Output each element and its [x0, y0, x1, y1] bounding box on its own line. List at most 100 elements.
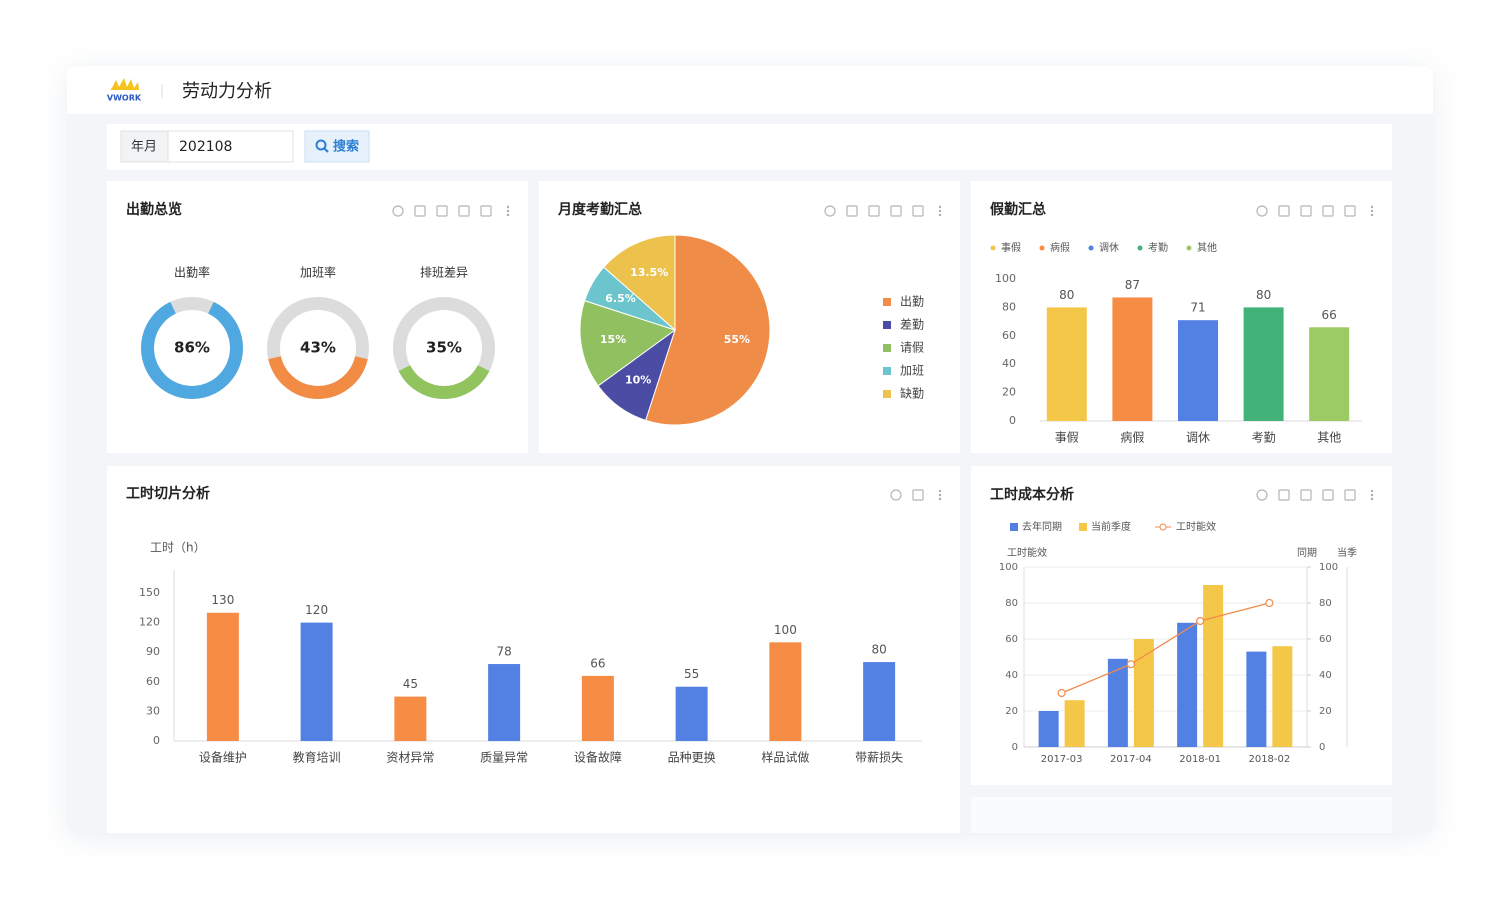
slice-label: 6.5%	[605, 292, 636, 305]
x-tick-label: 2017-04	[1110, 754, 1152, 765]
toolbar-icon	[1370, 213, 1374, 217]
value-label: 80	[871, 643, 886, 657]
logo: VWORK	[107, 78, 142, 103]
legend-label: 其他	[1197, 241, 1217, 254]
gauge-value: 43%	[300, 339, 336, 357]
x-tick-label: 教育培训	[293, 750, 341, 765]
toolbar-icon	[1370, 205, 1374, 209]
legend-swatch	[883, 321, 891, 329]
y-tick-label: 150	[139, 586, 160, 599]
bar	[581, 675, 614, 741]
value-label: 66	[1322, 308, 1337, 322]
bar	[206, 612, 239, 741]
y-axis-label: 工时（h）	[150, 541, 206, 555]
bar	[1246, 651, 1267, 747]
legend-swatch	[883, 390, 891, 398]
y2-axis-label: 同期	[1297, 547, 1317, 559]
bar	[675, 686, 708, 741]
x-tick-label: 样品试做	[761, 750, 809, 765]
y-tick-label: 100	[995, 272, 1016, 285]
slice-label: 15%	[600, 333, 626, 346]
gauge-label: 加班率	[300, 265, 336, 280]
x-tick-label: 2018-01	[1179, 754, 1221, 765]
line	[1061, 602, 1270, 694]
panel	[107, 181, 528, 453]
header-bar	[67, 66, 1433, 114]
filter-value: 202108	[179, 139, 232, 155]
value-label: 78	[496, 645, 511, 659]
y-tick-label: 60	[1005, 634, 1018, 645]
value-label: 66	[590, 656, 605, 670]
search-label: 搜索	[333, 139, 359, 155]
y-tick-label: 100	[999, 562, 1018, 573]
y2-tick-label: 80	[1319, 598, 1332, 609]
legend-label: 加班	[900, 364, 924, 378]
panel	[107, 466, 960, 833]
legend-swatch	[883, 367, 891, 375]
toolbar-icon	[506, 205, 510, 209]
panel-title: 工时成本分析	[990, 486, 1074, 503]
legend-label: 差勤	[900, 318, 924, 332]
toolbar-icon	[506, 213, 510, 217]
bar	[1064, 700, 1085, 747]
gauge-label: 排班差异	[420, 266, 468, 280]
x-tick-label: 事假	[1055, 431, 1079, 445]
bar	[1046, 307, 1087, 421]
gauge-value: 86%	[174, 339, 210, 357]
bar	[1243, 307, 1284, 421]
x-tick-label: 2017-03	[1041, 754, 1083, 765]
x-tick-label: 考勤	[1252, 431, 1276, 445]
panel-title: 工时切片分析	[126, 485, 210, 502]
toolbar-icon	[890, 489, 902, 501]
pie-slice	[579, 300, 677, 387]
line-point	[1265, 598, 1274, 608]
y2-tick-label: 60	[1319, 634, 1332, 645]
filter-bar	[107, 124, 1392, 170]
toolbar-icon	[890, 205, 902, 217]
toolbar-icon	[868, 205, 880, 217]
toolbar-icon	[824, 205, 836, 217]
toolbar-icon	[846, 205, 858, 217]
search-icon	[323, 147, 329, 153]
legend-label: 工时能效	[1176, 520, 1216, 533]
y-tick-label: 60	[146, 675, 160, 688]
legend-label: 当前季度	[1091, 520, 1131, 533]
y-tick-label: 40	[1005, 670, 1018, 681]
panel-title: 出勤总览	[126, 201, 182, 218]
toolbar-icon	[414, 205, 426, 217]
search-button[interactable]	[304, 130, 370, 163]
bar	[863, 662, 896, 741]
value-label: 55	[684, 667, 699, 681]
card-content: VWORK 劳动力分析 年月 202108 搜索 出勤总览 月度考勤汇总 假勤汇…	[67, 66, 1433, 833]
toolbar-icon	[506, 209, 510, 213]
legend-label: 调休	[1099, 242, 1119, 254]
legend-dot	[1039, 245, 1045, 251]
legend-swatch	[1010, 523, 1018, 531]
panel-title: 假勤汇总	[990, 201, 1046, 218]
gauge-arc	[398, 364, 490, 399]
gauge-label: 出勤率	[174, 265, 210, 280]
legend-marker	[1159, 523, 1167, 531]
y-axis-label: 工时能效	[1007, 546, 1047, 559]
y-tick-label: 0	[1009, 414, 1016, 427]
toolbar-icon	[392, 205, 404, 217]
bar	[1133, 639, 1154, 747]
filter-label-box	[120, 130, 169, 163]
toolbar-icon	[912, 205, 924, 217]
bar	[394, 696, 427, 741]
line-point	[1057, 688, 1066, 698]
value-label: 45	[403, 677, 418, 691]
pie-slice	[603, 234, 676, 332]
x-tick-label: 资材异常	[386, 751, 434, 765]
value-label: 120	[305, 603, 328, 617]
x-tick-label: 2018-02	[1248, 754, 1290, 765]
legend-swatch	[883, 298, 891, 306]
y-tick-label: 80	[1005, 598, 1018, 609]
gauge-arc	[268, 356, 368, 399]
toolbar-icon	[1300, 205, 1312, 217]
legend-dot	[1137, 245, 1143, 251]
toolbar-icon	[458, 205, 470, 217]
y-tick-label: 0	[153, 734, 160, 747]
toolbar-icon	[938, 493, 942, 497]
